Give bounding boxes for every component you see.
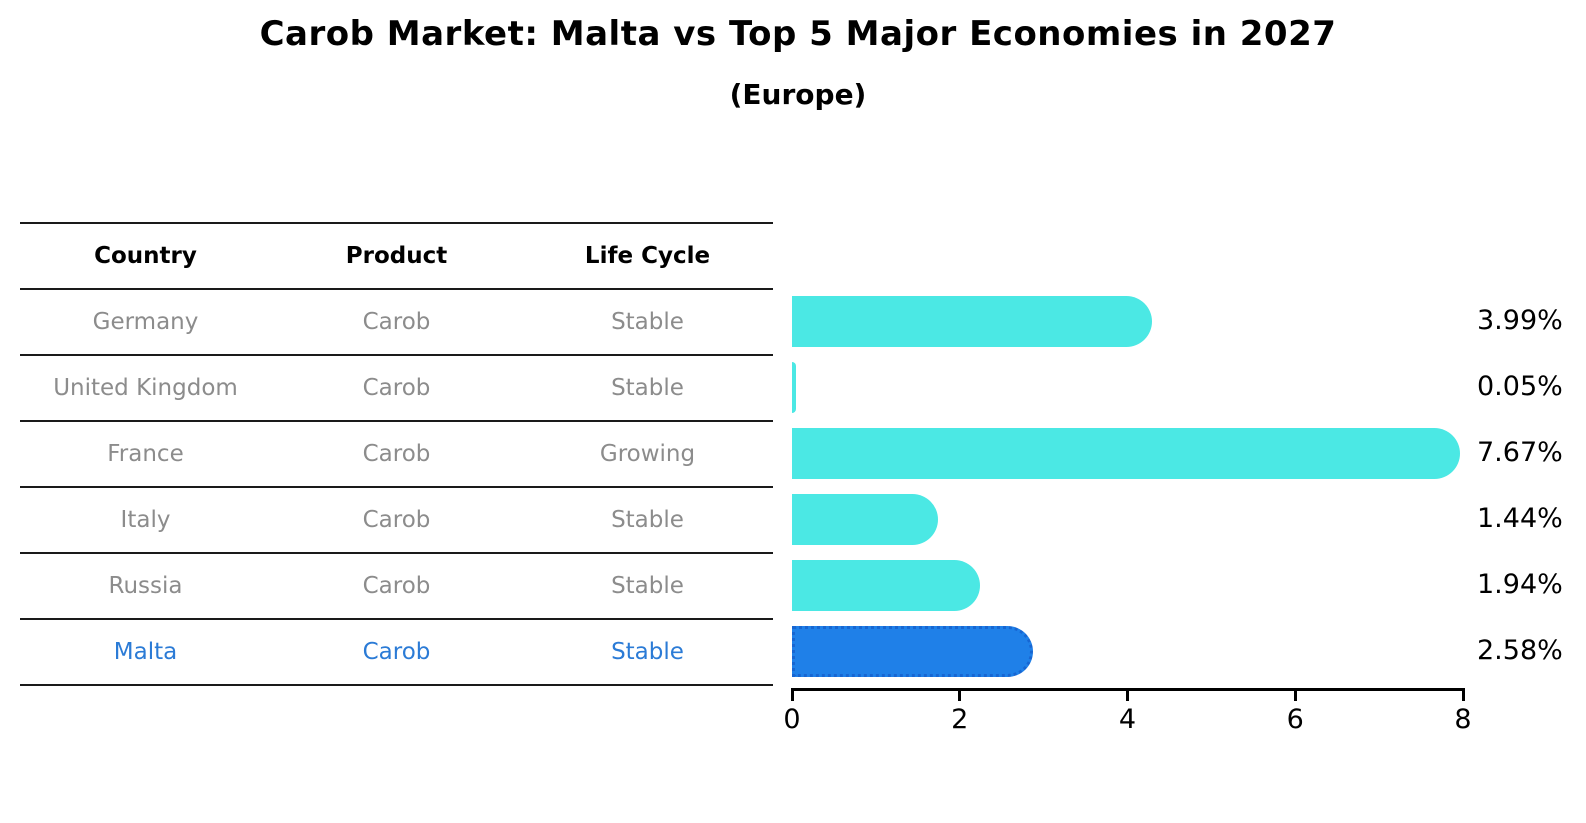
comparison-table: Country Product Life Cycle Germany Carob Stab… xyxy=(20,222,773,686)
x-axis-tick xyxy=(790,691,794,701)
table-cell: Stable xyxy=(611,639,684,665)
bar-united-kingdom xyxy=(792,361,797,413)
bar-italy xyxy=(792,493,938,545)
value-label-united-kingdom: 0.05% xyxy=(1477,371,1563,402)
bar-france xyxy=(792,427,1461,479)
bar-malta xyxy=(792,625,1034,677)
table-header-row: Country Product Life Cycle xyxy=(20,224,773,290)
table-cell: Carob xyxy=(362,573,431,599)
table-cell: Stable xyxy=(611,573,684,599)
table-row-italy: Italy Carob Stable xyxy=(20,488,773,554)
table-cell: Carob xyxy=(362,639,431,665)
table-row-united-kingdom: United Kingdom Carob Stable xyxy=(20,356,773,422)
column-header-life-cycle: Life Cycle xyxy=(584,243,711,269)
x-axis-tick xyxy=(1293,691,1297,701)
column-header-country: Country xyxy=(94,243,197,269)
x-axis-tick xyxy=(958,691,962,701)
x-axis-line xyxy=(791,688,1465,691)
table-row-germany: Germany Carob Stable xyxy=(20,290,773,356)
x-axis-tick-label: 8 xyxy=(1454,704,1472,735)
table-cell: Russia xyxy=(108,573,183,599)
x-axis-tick-label: 4 xyxy=(1118,704,1137,735)
table-cell: Italy xyxy=(120,507,171,533)
table-cell: Carob xyxy=(362,375,431,401)
table-cell: Stable xyxy=(611,309,684,335)
table-cell: Stable xyxy=(611,375,684,401)
chart-subtitle: (Europe) xyxy=(729,78,867,111)
x-axis-tick-label: 6 xyxy=(1286,704,1304,735)
table-row-russia: Russia Carob Stable xyxy=(20,554,773,620)
table-cell: Carob xyxy=(362,507,431,533)
table-cell: United Kingdom xyxy=(53,375,238,401)
x-axis-tick-label: 0 xyxy=(783,704,801,735)
table-row-malta: Malta Carob Stable xyxy=(20,620,773,686)
table-cell: Growing xyxy=(599,441,696,467)
table-cell: France xyxy=(107,441,184,467)
table-cell: Stable xyxy=(611,507,684,533)
column-header-product: Product xyxy=(345,243,448,269)
x-axis-tick xyxy=(1461,691,1465,701)
x-axis-tick-label: 2 xyxy=(951,704,969,735)
value-label-russia: 1.94% xyxy=(1477,569,1563,600)
table-cell: Malta xyxy=(113,639,178,665)
table-cell: Carob xyxy=(362,309,431,335)
table-cell: Germany xyxy=(92,309,199,335)
chart-title: Carob Market: Malta vs Top 5 Major Econo… xyxy=(259,14,1337,54)
value-label-malta: 2.58% xyxy=(1477,635,1563,666)
bar-russia xyxy=(792,559,980,611)
table-cell: Carob xyxy=(362,441,431,467)
table-row-france: France Carob Growing xyxy=(20,422,773,488)
value-label-italy: 1.44% xyxy=(1477,503,1563,534)
value-label-france: 7.67% xyxy=(1477,437,1563,468)
bar-germany xyxy=(792,295,1152,347)
x-axis-tick xyxy=(1126,691,1129,701)
value-label-germany: 3.99% xyxy=(1477,305,1563,336)
